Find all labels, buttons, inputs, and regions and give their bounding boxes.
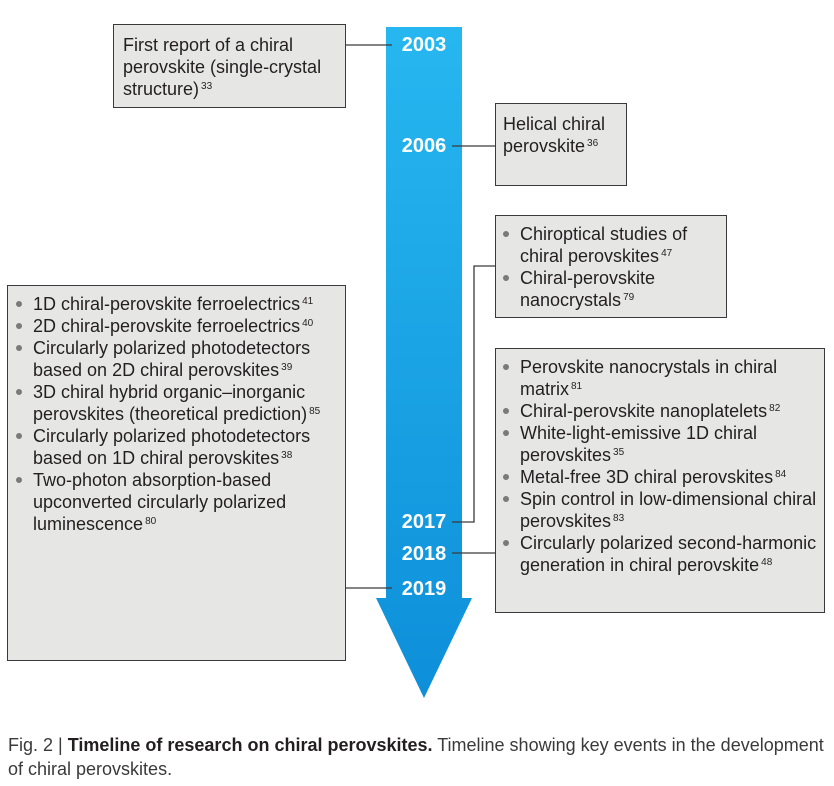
event-box-2017: Chiroptical studies of chiral perovskite… (495, 215, 727, 318)
timeline-arrow (376, 27, 472, 698)
event-item: 2D chiral-perovskite ferroelectrics 40 (11, 315, 339, 337)
event-item: 3D chiral hybrid organic–inorganic perov… (11, 381, 339, 425)
year-2017: 2017 (401, 511, 447, 533)
event-item: Perovskite nanocrystals in chiral matrix… (498, 356, 818, 400)
year-2019: 2019 (401, 578, 447, 600)
event-box-2018: Perovskite nanocrystals in chiral matrix… (495, 348, 825, 613)
event-list: Perovskite nanocrystals in chiral matrix… (498, 356, 818, 576)
event-box-2019: 1D chiral-perovskite ferroelectrics 41 2D… (7, 285, 346, 661)
event-text: Helical chiral perovskite 36 (503, 114, 606, 156)
event-box-2006: Helical chiral perovskite 36 (495, 103, 627, 186)
timeline-diagram: 2003 2006 2017 2018 2019 First report of… (7, 24, 825, 698)
year-2003: 2003 (401, 34, 447, 56)
year-2018: 2018 (401, 543, 447, 565)
event-item: Circularly polarized photodetectors base… (11, 337, 339, 381)
caption-title: Timeline of research on chiral perovskit… (67, 735, 433, 755)
event-text: First report of a chiral perovskite (sin… (123, 35, 322, 99)
event-list: Chiroptical studies of chiral perovskite… (498, 223, 720, 311)
event-item: Spin control in low-dimensional chiral p… (498, 488, 818, 532)
event-item: Circularly polarized second-harmonic gen… (498, 532, 818, 576)
event-item: Chiral-perovskite nanocrystals 79 (498, 267, 720, 311)
caption-fig-label: Fig. 2 | (8, 735, 68, 755)
event-list: 1D chiral-perovskite ferroelectrics 41 2D… (11, 293, 339, 535)
event-box-2003: First report of a chiral perovskite (sin… (113, 24, 346, 108)
event-item: Chiral-perovskite nanoplatelets 82 (498, 400, 818, 422)
connector-2017 (452, 265, 495, 523)
event-item: Chiroptical studies of chiral perovskite… (498, 223, 720, 267)
figure-caption: Fig. 2 | Timeline of research on chiral … (8, 733, 826, 781)
event-item: White-light-emissive 1D chiral perovskit… (498, 422, 818, 466)
timeline-graphics (346, 27, 495, 698)
event-item: Two-photon absorption-based upconverted … (11, 469, 339, 535)
year-2006: 2006 (401, 135, 447, 157)
event-item: 1D chiral-perovskite ferroelectrics 41 (11, 293, 339, 315)
event-item: Circularly polarized photodetectors base… (11, 425, 339, 469)
caption-text: Timeline showing key events in the devel… (8, 735, 824, 779)
event-item: Metal-free 3D chiral perovskites 84 (498, 466, 818, 488)
